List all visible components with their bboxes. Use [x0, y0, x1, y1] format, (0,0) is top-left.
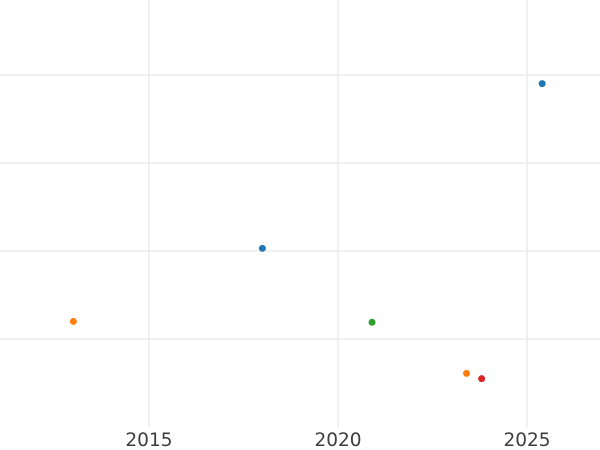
x-axis: 2015 2020 2025 [125, 430, 550, 450]
x-tick-label: 2015 [125, 430, 172, 450]
data-point-series-orange [463, 369, 471, 377]
data-point-series-green [368, 318, 376, 326]
data-point-series-red [478, 375, 486, 383]
grid-layer [0, 0, 600, 428]
data-point-series-blue [258, 244, 266, 252]
x-tick-label: 2025 [503, 430, 550, 450]
data-point-series-orange [69, 317, 77, 325]
data-point-series-blue [538, 80, 546, 88]
points-layer [69, 80, 546, 383]
x-tick-label: 2020 [314, 430, 361, 450]
